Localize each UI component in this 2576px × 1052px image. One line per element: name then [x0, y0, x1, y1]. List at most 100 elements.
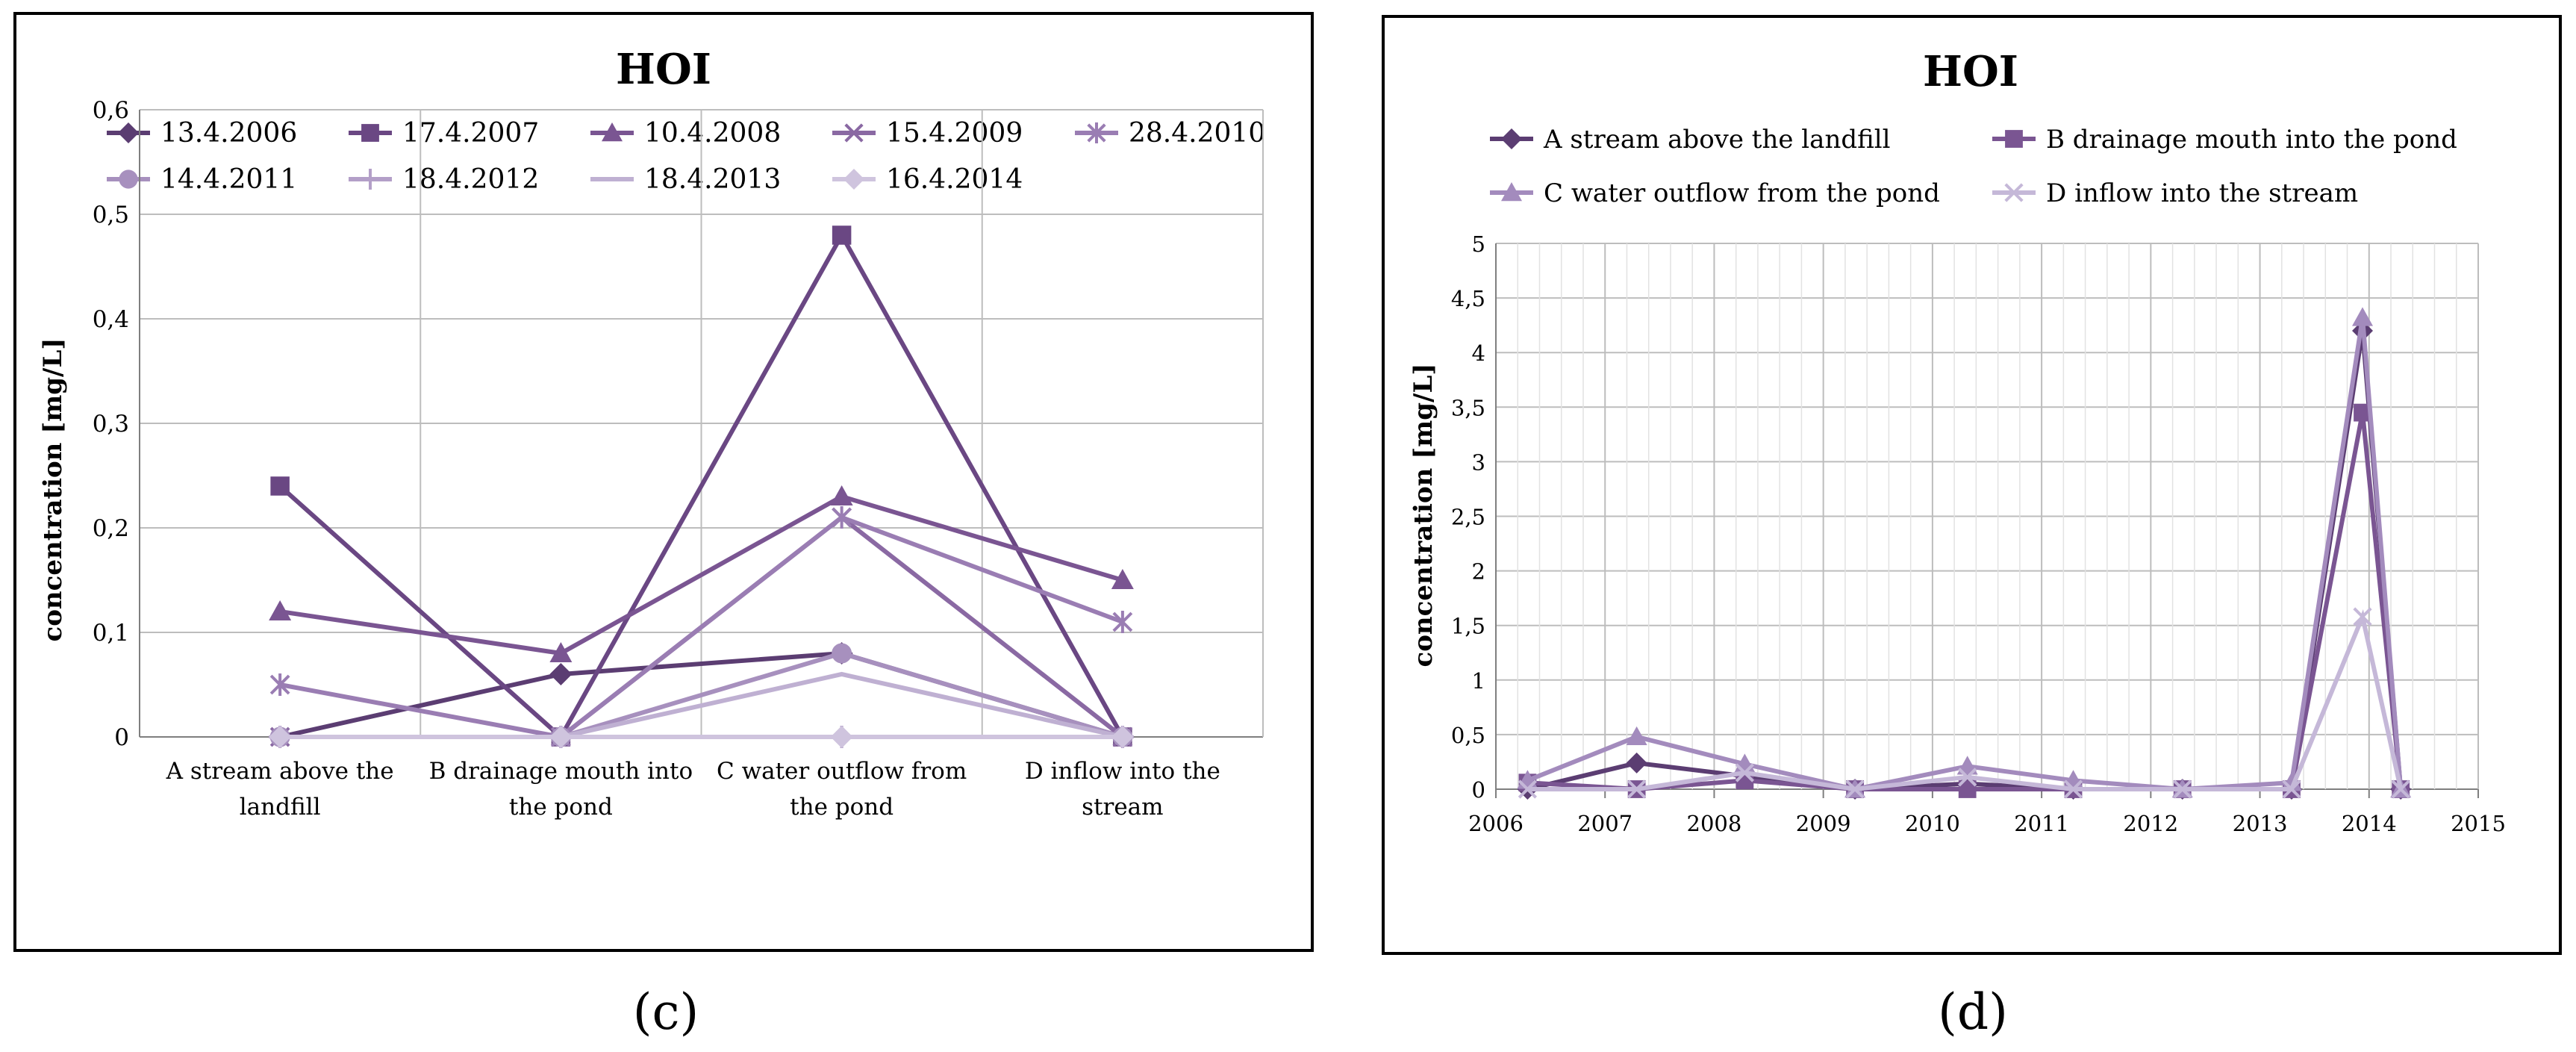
legend-marker	[2005, 130, 2023, 148]
data-point	[1626, 752, 1647, 774]
data-point	[2173, 779, 2192, 799]
x-tick-label: 2008	[1687, 811, 1742, 836]
y-tick-label: 4,5	[1451, 286, 1485, 311]
data-point	[1518, 779, 1538, 799]
x-tick-label: A stream above the	[166, 758, 394, 785]
series-line-17.4.2007	[278, 230, 1125, 741]
x-tick-label: 2006	[1468, 811, 1524, 836]
x-tick-label: stream	[1082, 794, 1163, 821]
y-tick-label: 0	[114, 724, 129, 751]
legend-label: D inflow into the stream	[2046, 178, 2358, 208]
data-point	[2391, 779, 2410, 799]
data-point	[1627, 779, 1647, 799]
data-point	[2353, 607, 2372, 626]
legend-label: 28.4.2010	[1129, 118, 1265, 149]
legend-marker	[1501, 128, 1522, 149]
x-tick-label: 2011	[2014, 811, 2069, 836]
panel-label-c: (c)	[633, 983, 699, 1041]
data-point	[832, 643, 852, 664]
legend-label: C water outflow from the pond	[1544, 178, 1940, 208]
y-tick-label: 0,2	[93, 515, 129, 542]
x-tick-label: 2013	[2233, 811, 2288, 836]
data-point	[2280, 772, 2302, 791]
legend-label: 13.4.2006	[160, 118, 297, 149]
y-tick-label: 0,6	[93, 97, 129, 124]
x-tick-label: the pond	[509, 794, 613, 821]
x-tick-label: 2010	[1905, 811, 1960, 836]
data-point	[1735, 763, 1755, 782]
data-point	[549, 663, 573, 685]
y-tick-label: 3,5	[1451, 395, 1485, 420]
x-tick-label: 2012	[2123, 811, 2178, 836]
series-line-28.4.2010	[279, 514, 1123, 740]
x-tick-label: 2007	[1577, 811, 1632, 836]
legend-marker	[602, 122, 623, 142]
y-tick-label: 1	[1472, 668, 1485, 694]
legend-marker	[119, 169, 138, 189]
data-point	[270, 476, 290, 496]
data-point	[2352, 307, 2374, 326]
x-tick-label: landfill	[240, 794, 321, 821]
data-point	[830, 726, 853, 748]
data-point	[1958, 780, 1977, 798]
legend-label: 15.4.2009	[886, 118, 1023, 149]
y-tick-label: 0,1	[93, 620, 129, 647]
chart-d-y-ticks: 0 0,5 1 1,5 2 2,5 3 3,5 4 4,5 5	[1451, 231, 1485, 803]
legend-label: 18.4.2013	[644, 164, 781, 195]
legend-label: 16.4.2014	[886, 164, 1023, 195]
y-tick-label: 3	[1472, 449, 1485, 475]
y-tick-label: 4	[1472, 340, 1485, 366]
legend-label: 17.4.2007	[402, 118, 539, 149]
chart-c-legend: 13.4.2006 17.4.2007 10.4.2008 15.4.2009 28.4…	[107, 118, 1265, 195]
chart-d-x-ticks: 2006 2007 2008 2009 2010 2011 2012 2013 2014 2015	[1468, 811, 2506, 836]
series-line-10.4.2008	[279, 494, 1123, 656]
legend-marker	[843, 169, 864, 190]
legend-marker	[1087, 122, 1106, 143]
y-tick-label: 2	[1472, 559, 1485, 585]
data-point	[1111, 569, 1134, 589]
legend-marker	[844, 123, 864, 143]
x-tick-label: the pond	[790, 794, 894, 821]
x-tick-label: D inflow into the	[1025, 758, 1220, 785]
chart-d-series	[1517, 307, 2412, 800]
panel-label-d: (d)	[1938, 983, 2008, 1041]
legend-marker	[2004, 183, 2024, 202]
chart-c-frame	[13, 12, 1314, 952]
y-tick-label: 0,5	[93, 202, 129, 228]
y-tick-label: 0,4	[93, 306, 129, 333]
legend-marker	[361, 124, 379, 142]
data-point	[2354, 403, 2371, 422]
y-tick-label: 5	[1472, 231, 1485, 257]
legend-label: 14.4.2011	[160, 164, 297, 195]
series-line-C water outflow from the pond	[1526, 317, 2404, 792]
x-tick-label: C water outflow from	[717, 758, 967, 785]
data-point	[1845, 779, 1865, 799]
data-point	[1111, 726, 1134, 748]
legend-marker	[118, 122, 139, 143]
legend-marker	[360, 169, 381, 190]
data-point	[1958, 768, 1977, 787]
chart-c-x-ticks: A stream above the landfill B drainage mou…	[166, 758, 1220, 821]
y-tick-label: 0,3	[93, 411, 129, 438]
data-point	[549, 642, 573, 662]
chart-c-grid	[139, 109, 1264, 738]
data-point	[269, 726, 292, 748]
data-point	[2063, 779, 2083, 799]
chart-c-title: HOI	[616, 45, 711, 94]
data-point	[830, 485, 853, 505]
data-point	[832, 225, 852, 245]
chart-d-legend: A stream above the landfill B drainage mo…	[1490, 125, 2457, 208]
series-line-B drainage mouth into the pond	[1527, 412, 2404, 792]
x-tick-label: 2009	[1796, 811, 1851, 836]
legend-label: B drainage mouth into the pond	[2046, 125, 2457, 155]
chart-d-title: HOI	[1923, 47, 2018, 96]
y-tick-label: 1,5	[1451, 614, 1485, 639]
chart-d-ylabel: concentration [mg/L]	[1409, 364, 1438, 667]
legend-marker	[1501, 182, 1522, 202]
data-point	[549, 726, 573, 748]
y-tick-label: 0	[1472, 777, 1485, 803]
y-tick-label: 2,5	[1451, 505, 1485, 530]
chart-c-series	[269, 225, 1134, 748]
legend-label: 10.4.2008	[644, 118, 781, 149]
x-tick-label: B drainage mouth into	[429, 758, 693, 785]
